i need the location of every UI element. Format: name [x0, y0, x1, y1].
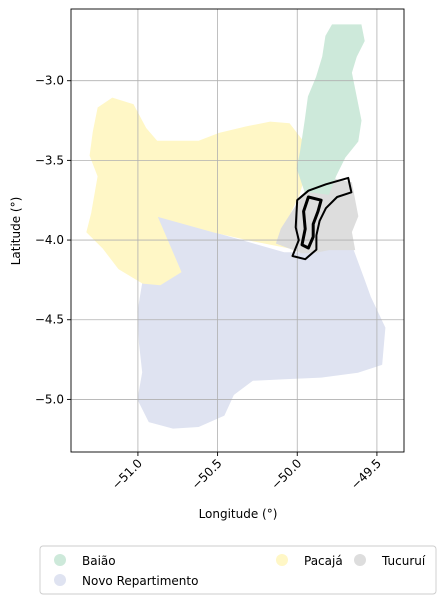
y-tick-label-3: −4.5 — [35, 313, 64, 327]
legend-label-pacaja: Pacajá — [304, 554, 343, 568]
highlight-layer — [291, 176, 353, 261]
legend-label-novo-repartimento: Novo Repartimento — [82, 574, 198, 588]
y-tick-label-2: −4.0 — [35, 233, 64, 247]
highlight-inner-outline — [300, 195, 323, 250]
region-baiao — [296, 24, 365, 196]
x-tick-label-2: −50.0 — [268, 456, 304, 492]
legend-item-novo-repartimento: Novo Repartimento — [54, 574, 198, 588]
x-tick-label-1: −50.5 — [189, 456, 225, 492]
highlight-outline — [291, 176, 353, 261]
x-tick-label-3: −49.5 — [348, 456, 384, 492]
legend-marker-pacaja — [276, 554, 288, 566]
y-tick-label-0: −3.0 — [35, 74, 64, 88]
legend-marker-baiao — [54, 554, 66, 566]
regions-layer — [86, 24, 386, 429]
legend-marker-tucurui — [354, 554, 366, 566]
y-tick-label-4: −5.0 — [35, 392, 64, 406]
legend-label-baiao: Baião — [82, 554, 116, 568]
y-axis-label: Latitude (°) — [9, 197, 23, 266]
legend-marker-novo-repartimento — [54, 574, 66, 586]
y-tick-label-1: −3.5 — [35, 153, 64, 167]
legend-item-tucurui: Tucuruí — [354, 554, 426, 568]
legend-box — [39, 545, 437, 595]
x-axis-label: Longitude (°) — [199, 507, 278, 521]
legend-label-tucurui: Tucuruí — [381, 554, 426, 568]
region-pacaja — [86, 97, 308, 286]
legend-item-pacaja: Pacajá — [276, 554, 343, 568]
x-tick-label-0: −51.0 — [109, 456, 145, 492]
axes-frame — [70, 8, 405, 453]
legend: Baião Novo Repartimento Pacajá Tucuruí — [39, 545, 437, 595]
legend-item-baiao: Baião — [54, 554, 116, 568]
